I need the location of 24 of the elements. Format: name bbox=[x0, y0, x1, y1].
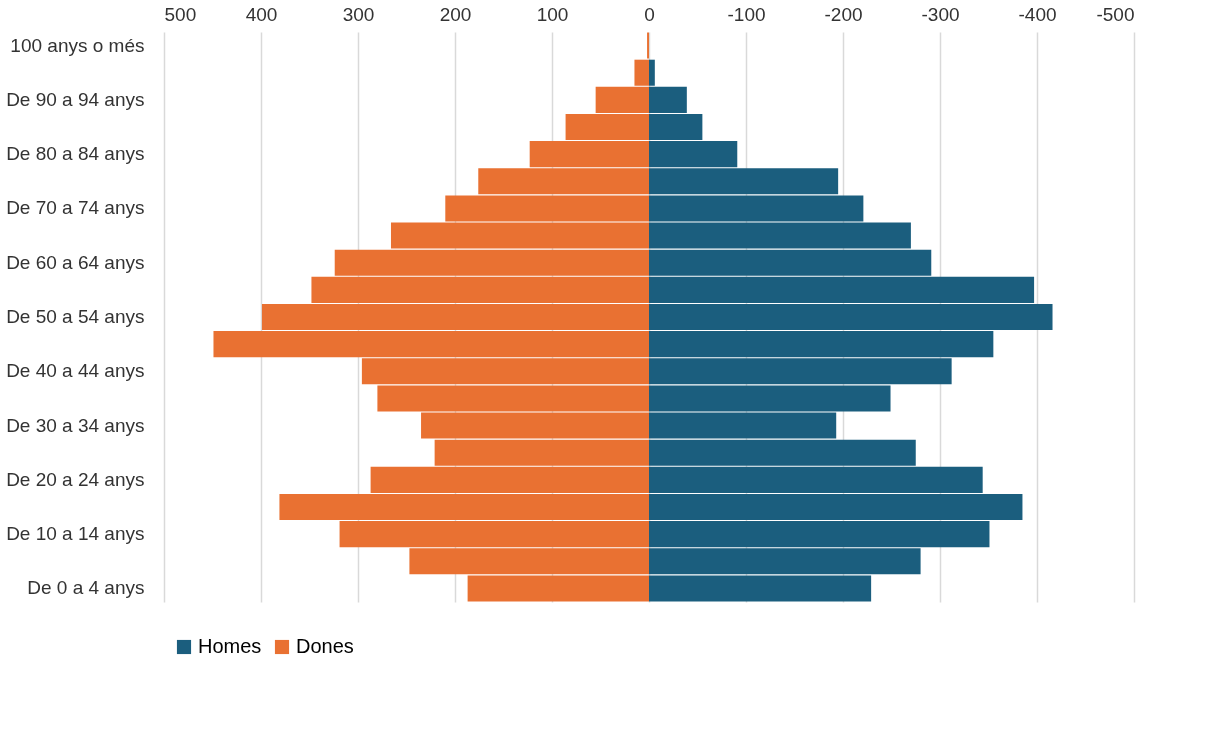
y-tick-label: De 30 a 34 anys bbox=[6, 414, 145, 436]
x-tick-label: 500 bbox=[164, 3, 197, 25]
x-tick-label: -400 bbox=[1018, 3, 1057, 25]
x-tick-label: -500 bbox=[1096, 3, 1135, 25]
x-tick-label: 100 bbox=[536, 3, 569, 25]
y-tick-label: De 0 a 4 anys bbox=[27, 577, 145, 599]
x-tick-label: -300 bbox=[921, 3, 960, 25]
y-tick-label: De 50 a 54 anys bbox=[6, 306, 145, 327]
y-tick-label: De 40 a 44 anys bbox=[6, 360, 145, 382]
legend-label: Homes bbox=[198, 635, 262, 657]
y-tick-label: De 60 a 64 anys bbox=[6, 251, 145, 273]
x-tick-label: 200 bbox=[439, 3, 472, 25]
x-tick-label: -100 bbox=[727, 3, 766, 25]
y-tick-label: De 80 a 84 anys bbox=[6, 143, 145, 165]
x-tick-label: 300 bbox=[342, 3, 375, 25]
y-tick-label: De 70 a 74 anys bbox=[6, 197, 145, 219]
x-tick-label: -200 bbox=[824, 3, 863, 25]
y-tick-label: De 90 a 94 anys bbox=[6, 88, 145, 110]
y-tick-label: De 20 a 24 anys bbox=[6, 468, 145, 490]
x-tick-label: 400 bbox=[245, 3, 278, 25]
y-tick-label: 100 anys o més bbox=[10, 34, 145, 56]
legend-label: Dones bbox=[296, 635, 354, 657]
x-tick-label: 0 bbox=[644, 3, 655, 25]
y-tick-label: De 10 a 14 anys bbox=[6, 523, 145, 545]
